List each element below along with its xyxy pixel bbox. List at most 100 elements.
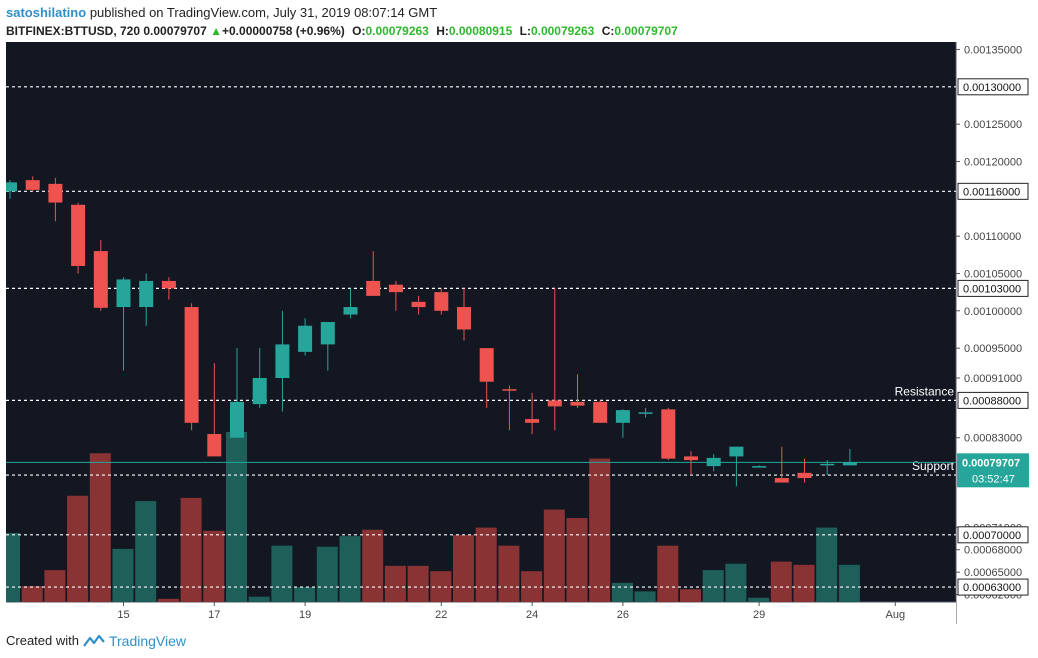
time-axis-label: 15: [117, 609, 129, 621]
candle-body: [161, 280, 176, 289]
candle-body: [252, 378, 267, 405]
candle-body: [661, 409, 676, 459]
candle-body: [615, 410, 630, 423]
price-axis-label: 0.00091000: [964, 373, 1022, 385]
volume-bar: [770, 561, 792, 602]
resistance-annotation: Resistance: [895, 384, 955, 398]
horizontal-line-label-box: [957, 526, 1029, 544]
candle-body: [139, 280, 154, 308]
horizontal-line-label-box: [957, 182, 1029, 200]
price-axis-label: 0.00068000: [964, 545, 1022, 557]
candle-body: [230, 401, 244, 438]
candle-body: [93, 251, 108, 308]
horizontal-line-label: 0.00130000: [963, 82, 1021, 94]
candle-body: [343, 307, 358, 315]
close-value: 0.00079707: [614, 24, 678, 38]
time-axis-label: 19: [299, 609, 311, 621]
up-arrow-icon: ▲: [210, 24, 222, 38]
price-axis-label: 0.00105000: [964, 268, 1022, 280]
candle-body: [116, 279, 131, 308]
current-price-label-box: [957, 453, 1029, 488]
volume-bar: [203, 530, 225, 602]
candle-body: [320, 322, 335, 345]
volume-bar: [248, 596, 270, 602]
volume-bar: [226, 432, 247, 602]
volume-bar: [793, 564, 815, 602]
candle-body: [752, 466, 767, 468]
ohlc-line: BITFINEX:BTTUSD, 720 0.00079707 ▲+0.0000…: [6, 22, 1026, 40]
tradingview-logo-icon: [83, 634, 105, 647]
author-link[interactable]: satoshilatino: [6, 5, 87, 20]
volume-bar: [589, 458, 611, 602]
volume-bar: [498, 545, 520, 602]
candle-body: [184, 307, 199, 423]
candle-body: [366, 280, 381, 296]
candle-body: [25, 180, 40, 190]
volume-bar: [521, 571, 543, 602]
candle-body: [525, 419, 540, 423]
candle-body: [729, 446, 744, 457]
chart-header: satoshilatino published on TradingView.c…: [6, 4, 1026, 40]
volume-bar: [748, 597, 770, 602]
candle-countdown: 03:52:47: [972, 473, 1015, 485]
low-label: L:: [519, 24, 531, 38]
price-chart[interactable]: 0.00135000 0.00125000 0.00120000 0.00110000…: [6, 42, 1032, 624]
volume-bar: [6, 532, 20, 602]
plot-background: [6, 42, 956, 602]
candle-body: [797, 472, 812, 479]
candle-body: [434, 292, 449, 311]
price-axis-label: 0.00100000: [964, 306, 1022, 318]
horizontal-line-label-box: [957, 391, 1029, 409]
volume-bar: [453, 535, 474, 602]
time-axis-label: Aug: [886, 609, 906, 621]
candle-body: [479, 348, 494, 382]
volume-bar: [271, 545, 293, 602]
published-text: published on TradingView.com, July 31, 2…: [89, 5, 438, 20]
horizontal-line-label-box: [957, 279, 1029, 297]
volume-bar: [680, 589, 701, 602]
volume-bar: [702, 570, 724, 602]
volume-bar: [657, 545, 679, 602]
candle-body: [275, 344, 290, 378]
horizontal-line-label: 0.00088000: [963, 395, 1021, 407]
candle-body: [71, 204, 86, 266]
horizontal-line-label-box: [957, 578, 1029, 596]
volume-bar: [316, 546, 338, 602]
volume-bar: [407, 565, 429, 602]
candle-body: [684, 456, 698, 461]
horizontal-line-label: 0.00063000: [963, 582, 1021, 594]
candle-body: [570, 401, 585, 406]
candle-body: [706, 457, 721, 467]
price-axis-label: 0.00065000: [964, 567, 1022, 579]
volume-bar: [475, 527, 497, 602]
horizontal-line-label: 0.00070000: [963, 530, 1021, 542]
volume-bar: [294, 587, 316, 602]
horizontal-line-label: 0.00103000: [963, 283, 1021, 295]
time-axis-label: 29: [753, 609, 765, 621]
candle-body: [207, 434, 222, 457]
candle-body: [502, 389, 517, 391]
tradingview-brand[interactable]: TradingView: [108, 633, 187, 649]
low-value: 0.00079263: [530, 24, 595, 38]
candle-body: [593, 401, 608, 423]
volume-bar: [384, 565, 406, 602]
high-label: H:: [436, 24, 449, 38]
last-price: 0.00079707: [143, 24, 207, 38]
horizontal-line-label-box: [957, 78, 1029, 96]
price-axis-label: 0.00135000: [964, 44, 1022, 56]
time-axis-label: 22: [435, 609, 447, 621]
volume-bar: [634, 591, 656, 602]
price-axis-label: 0.00083000: [964, 433, 1022, 445]
time-axis-background: [6, 602, 956, 624]
symbol-label: BITFINEX:BTTUSD, 720: [6, 24, 141, 38]
candle-body: [6, 182, 17, 192]
price-axis-label: 0.00095000: [964, 343, 1022, 355]
created-with-text: Created with: [6, 633, 79, 648]
candle-body: [842, 462, 857, 466]
volume-bar: [112, 548, 134, 602]
publish-line: satoshilatino published on TradingView.c…: [6, 4, 1026, 22]
volume-bar: [180, 497, 202, 602]
candle-body: [388, 284, 403, 293]
volume-bar: [543, 509, 565, 602]
close-label: C:: [601, 24, 615, 38]
